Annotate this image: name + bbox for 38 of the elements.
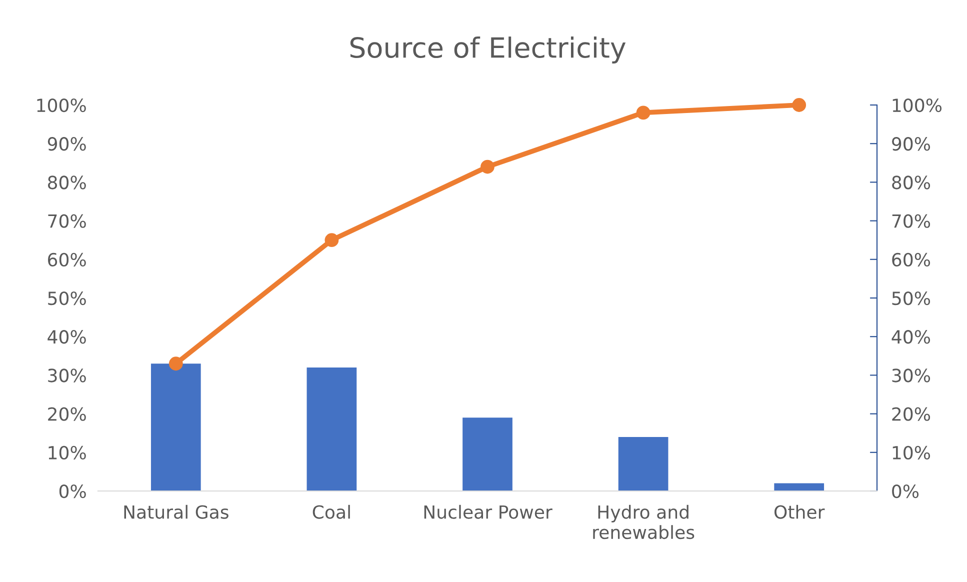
y2-tick-label: 100% (892, 98, 942, 112)
chart-title: Source of Electricity (350, 36, 626, 64)
bar (618, 436, 668, 491)
y-tick-label: 40% (48, 330, 86, 344)
x-tick-label: Natural Gas (124, 504, 228, 519)
y-tick-label: 90% (48, 137, 86, 151)
bar (150, 364, 201, 491)
y2-tick-label: 70% (892, 214, 930, 228)
point (636, 106, 650, 120)
y2-tick-label: 30% (892, 368, 930, 382)
y2-tick-label: 50% (892, 291, 930, 306)
bar (462, 418, 512, 491)
y2-tick-label: 80% (892, 176, 930, 190)
y2-tick-label: 40% (892, 330, 930, 344)
bar (306, 367, 357, 491)
x-tick-label: Nuclear Power (424, 504, 552, 519)
y-tick-label: 100% (37, 98, 86, 112)
point (324, 233, 339, 248)
y-tick-label: 10% (48, 446, 86, 460)
x-tick-label: Coal (312, 504, 350, 519)
point (480, 160, 494, 174)
y2-tick-label: 60% (892, 252, 930, 267)
x-tick-label: Other (774, 504, 825, 519)
point (168, 356, 183, 371)
y2-tick-label: 90% (892, 137, 930, 151)
y-tick-label: 0% (59, 484, 86, 498)
y2-tick-label: 10% (892, 446, 930, 460)
y-tick-label: 20% (48, 407, 86, 421)
y2-tick-label: 0% (892, 484, 919, 498)
y-tick-label: 50% (48, 291, 86, 306)
y2-tick-label: 20% (892, 407, 930, 421)
point (792, 98, 806, 112)
y-tick-label: 70% (48, 214, 86, 228)
bar (774, 483, 824, 491)
x-tick-label: Hydro and renewables (593, 504, 694, 540)
y-tick-label: 80% (48, 176, 86, 190)
y-tick-label: 60% (48, 252, 86, 267)
y-tick-label: 30% (48, 368, 86, 382)
